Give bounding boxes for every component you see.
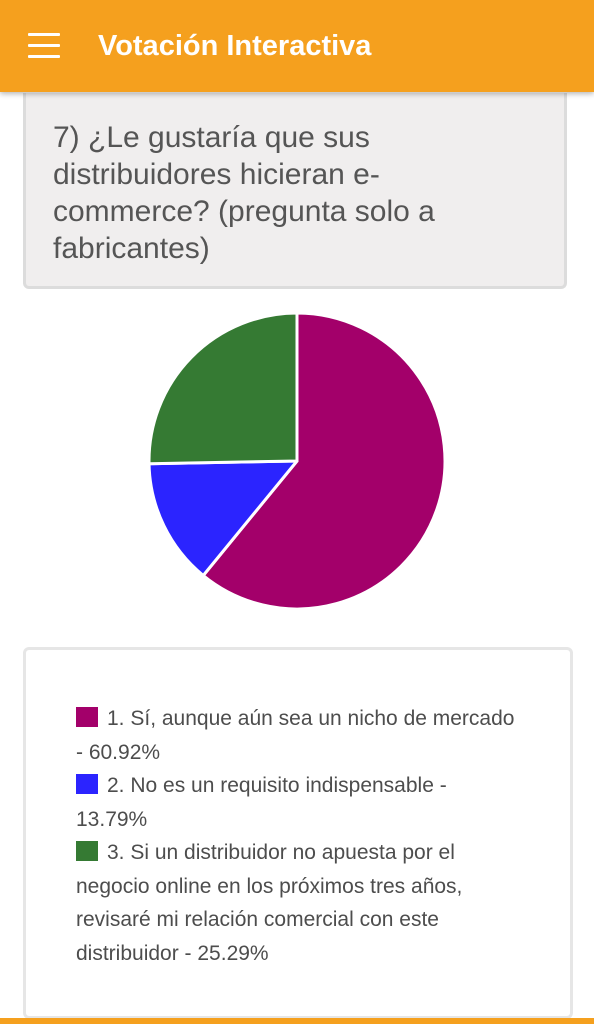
legend-swatch	[76, 707, 98, 727]
legend-swatch	[76, 774, 98, 794]
pie-chart	[147, 311, 447, 611]
app-bar: Votación Interactiva	[0, 0, 594, 92]
pie-chart-container	[140, 304, 454, 618]
legend-list: 1. Sí, aunque aún sea un nicho de mercad…	[76, 702, 521, 970]
app-title: Votación Interactiva	[98, 30, 372, 62]
legend-swatch	[76, 841, 98, 861]
legend-label: 1. Sí, aunque aún sea un nicho de mercad…	[76, 707, 515, 764]
hamburger-menu-icon[interactable]	[28, 33, 60, 59]
legend-label: 2. No es un requisito indispensable - 13…	[76, 774, 447, 831]
legend-item: 3. Si un distribuidor no apuesta por el …	[76, 836, 521, 970]
question-text: 7) ¿Le gustaría que sus distribuidores h…	[53, 121, 435, 265]
legend-item: 1. Sí, aunque aún sea un nicho de mercad…	[76, 702, 521, 769]
bottom-bar	[0, 1018, 594, 1024]
pie-slice-1[interactable]	[201, 311, 447, 611]
legend-card: 1. Sí, aunque aún sea un nicho de mercad…	[23, 647, 573, 1019]
pie-slice-3[interactable]	[147, 311, 299, 466]
pie-slice-2[interactable]	[147, 459, 299, 578]
question-card: 7) ¿Le gustaría que sus distribuidores h…	[23, 93, 567, 289]
legend-label: 3. Si un distribuidor no apuesta por el …	[76, 841, 463, 965]
legend-item: 2. No es un requisito indispensable - 13…	[76, 769, 521, 836]
